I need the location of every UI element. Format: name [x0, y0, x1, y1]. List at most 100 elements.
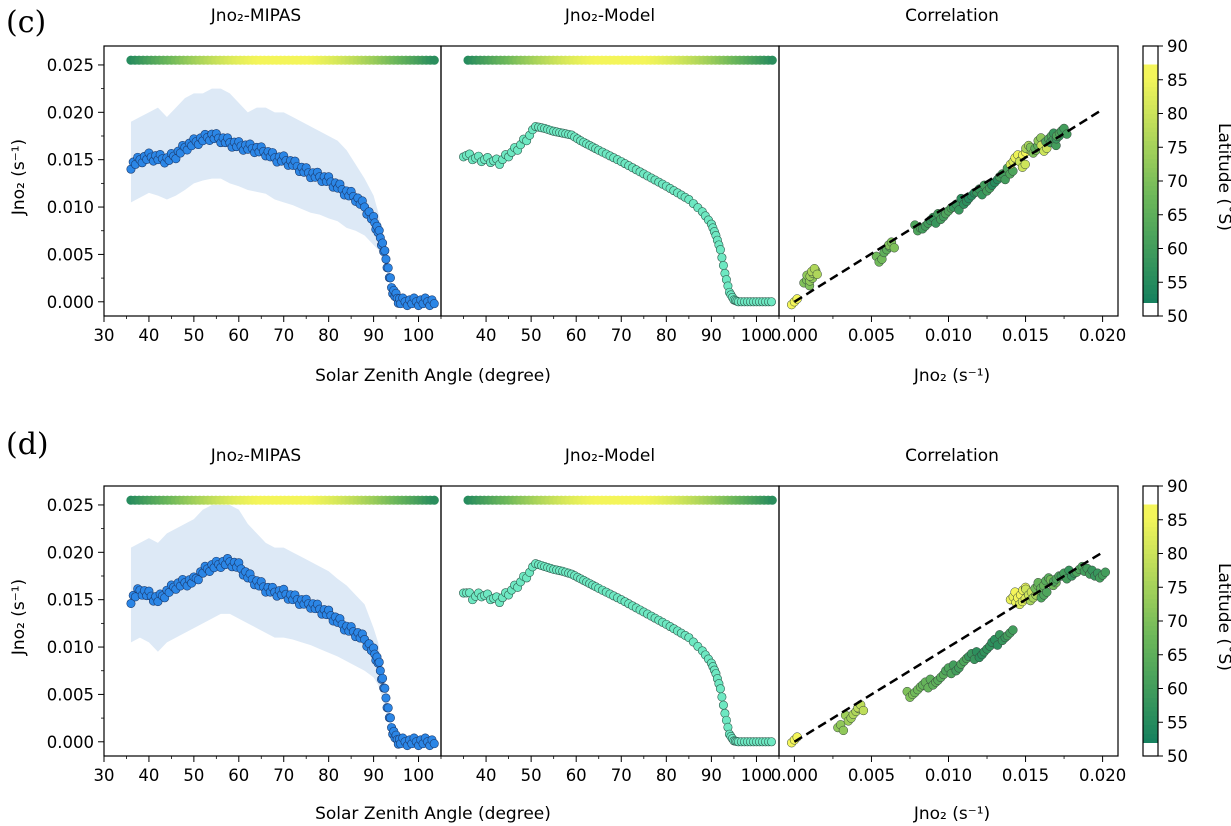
correlation-point	[1020, 159, 1030, 170]
colorbar-tick-label: 90	[1167, 477, 1188, 496]
latitude-strip-dot	[429, 55, 439, 65]
colorbar-segment	[1143, 724, 1158, 730]
colorbar-segment	[1143, 490, 1158, 496]
colorbar-segment	[1143, 104, 1158, 110]
colorbar-segment	[1143, 625, 1158, 631]
colorbar-segment	[1143, 145, 1158, 150]
x-tick-label: 60	[228, 766, 249, 785]
subplot-title-correlation: Correlation	[905, 6, 999, 26]
colorbar-segment	[1143, 109, 1158, 114]
colorbar-segment	[1143, 64, 1158, 69]
x-tick-label: 80	[318, 326, 339, 345]
colorbar-segment	[1143, 706, 1158, 712]
latitude-strip	[463, 55, 777, 65]
colorbar-segment	[1143, 711, 1158, 716]
colorbar-tick-label: 60	[1167, 240, 1188, 259]
model-point	[766, 297, 776, 307]
x-tick-label: 100	[403, 766, 435, 785]
colorbar-segment	[1143, 733, 1158, 739]
y-tick-label: 0.005	[47, 245, 94, 264]
colorbar-segment	[1143, 603, 1158, 608]
plot-frame	[778, 45, 1119, 317]
colorbar-segment	[1143, 176, 1158, 182]
panel-c: (c) Jno₂-MIPAS Jno₂-Model Correlation Jn…	[6, 5, 1231, 386]
x-tick-label: 50	[521, 766, 542, 785]
panel-d: (d) Jno₂-MIPAS Jno₂-Model Correlation Jn…	[6, 427, 1231, 824]
mipas-point	[385, 713, 395, 723]
colorbar-segment	[1143, 688, 1158, 694]
colorbar-segment	[1143, 46, 1158, 51]
colorbar-segment	[1143, 235, 1158, 240]
colorbar-segment	[1143, 55, 1158, 60]
colorbar-segment	[1143, 77, 1158, 83]
panel-label: (d)	[6, 427, 49, 462]
colorbar-segment	[1143, 262, 1158, 267]
axes-correlation: 0.000 0.005 0.010 0.015 0.020	[771, 45, 1126, 345]
colorbar-segment	[1143, 95, 1158, 101]
x-tick-label: 90	[363, 326, 384, 345]
colorbar-segment	[1143, 639, 1158, 644]
x-tick-label: 40	[138, 326, 159, 345]
colorbar-segment	[1143, 751, 1158, 757]
x-tick-label: 30	[94, 766, 115, 785]
colorbar-segment	[1143, 100, 1158, 105]
colorbar-segment	[1143, 217, 1158, 222]
x-tick-label: 0.020	[1079, 326, 1126, 345]
colorbar-segment	[1143, 589, 1158, 595]
colorbar-segment	[1143, 630, 1158, 635]
colorbar-segment	[1143, 720, 1158, 725]
x-tick-label: 0.020	[1079, 766, 1126, 785]
colorbar-segment	[1143, 172, 1158, 177]
colorbar-tick-label: 75	[1167, 138, 1188, 157]
x-tick-label: 0.005	[848, 766, 895, 785]
mipas-point	[381, 693, 391, 703]
colorbar-segment	[1143, 131, 1158, 137]
mipas-point	[380, 683, 390, 693]
colorbar-segment	[1143, 181, 1158, 186]
x-tick-label: 30	[94, 326, 115, 345]
colorbar-segment	[1143, 244, 1158, 249]
colorbar-segment	[1143, 526, 1158, 532]
colorbar-segment	[1143, 562, 1158, 568]
colorbar-segment	[1143, 747, 1158, 752]
colorbar-segment	[1143, 594, 1158, 599]
mipas-point	[380, 246, 390, 256]
subplot-title-mipas: Jno₂-MIPAS	[210, 6, 301, 26]
x-tick-label: 0.000	[771, 766, 818, 785]
colorbar-segment	[1143, 127, 1158, 132]
y-tick-label: 0.010	[47, 198, 94, 217]
mipas-point	[378, 673, 388, 683]
correlation-point	[1100, 567, 1111, 577]
x-tick-label: 70	[273, 766, 294, 785]
colorbar-segment	[1143, 149, 1158, 155]
model-point	[766, 737, 776, 747]
colorbar-segment	[1143, 612, 1158, 617]
latitude-strip	[463, 495, 777, 505]
colorbar-tick-label: 80	[1167, 105, 1188, 124]
colorbar-segment	[1143, 508, 1158, 514]
colorbar-segment	[1143, 499, 1158, 505]
colorbar-segment	[1143, 670, 1158, 676]
colorbar-tick-label: 50	[1167, 307, 1188, 326]
colorbar-segment	[1143, 293, 1158, 299]
axes-correlation: 0.000 0.005 0.010 0.015 0.020	[771, 485, 1126, 785]
mipas-point	[383, 263, 393, 273]
latitude-strip	[126, 55, 439, 65]
subplot-title-model: Jno₂-Model	[564, 446, 655, 466]
plot-frame	[778, 485, 1119, 757]
latitude-strip-dot	[767, 55, 777, 65]
x-tick-label: 0.015	[1002, 326, 1049, 345]
colorbar-tick-label: 90	[1167, 37, 1188, 56]
colorbar-segment	[1143, 221, 1158, 227]
colorbar-segment	[1143, 122, 1158, 128]
colorbar: 50 55 60 65 70 75 80 85 90	[1142, 37, 1188, 326]
colorbar-segment	[1143, 208, 1158, 213]
colorbar-segment	[1143, 540, 1158, 545]
colorbar-segment	[1143, 86, 1158, 92]
colorbar-segment	[1143, 585, 1158, 590]
colorbar-segment	[1143, 549, 1158, 554]
regression-line	[793, 551, 1104, 743]
colorbar-tick-label: 85	[1167, 511, 1188, 530]
x-tick-label: 0.015	[1002, 766, 1049, 785]
x-tick-label: 0.010	[925, 326, 972, 345]
